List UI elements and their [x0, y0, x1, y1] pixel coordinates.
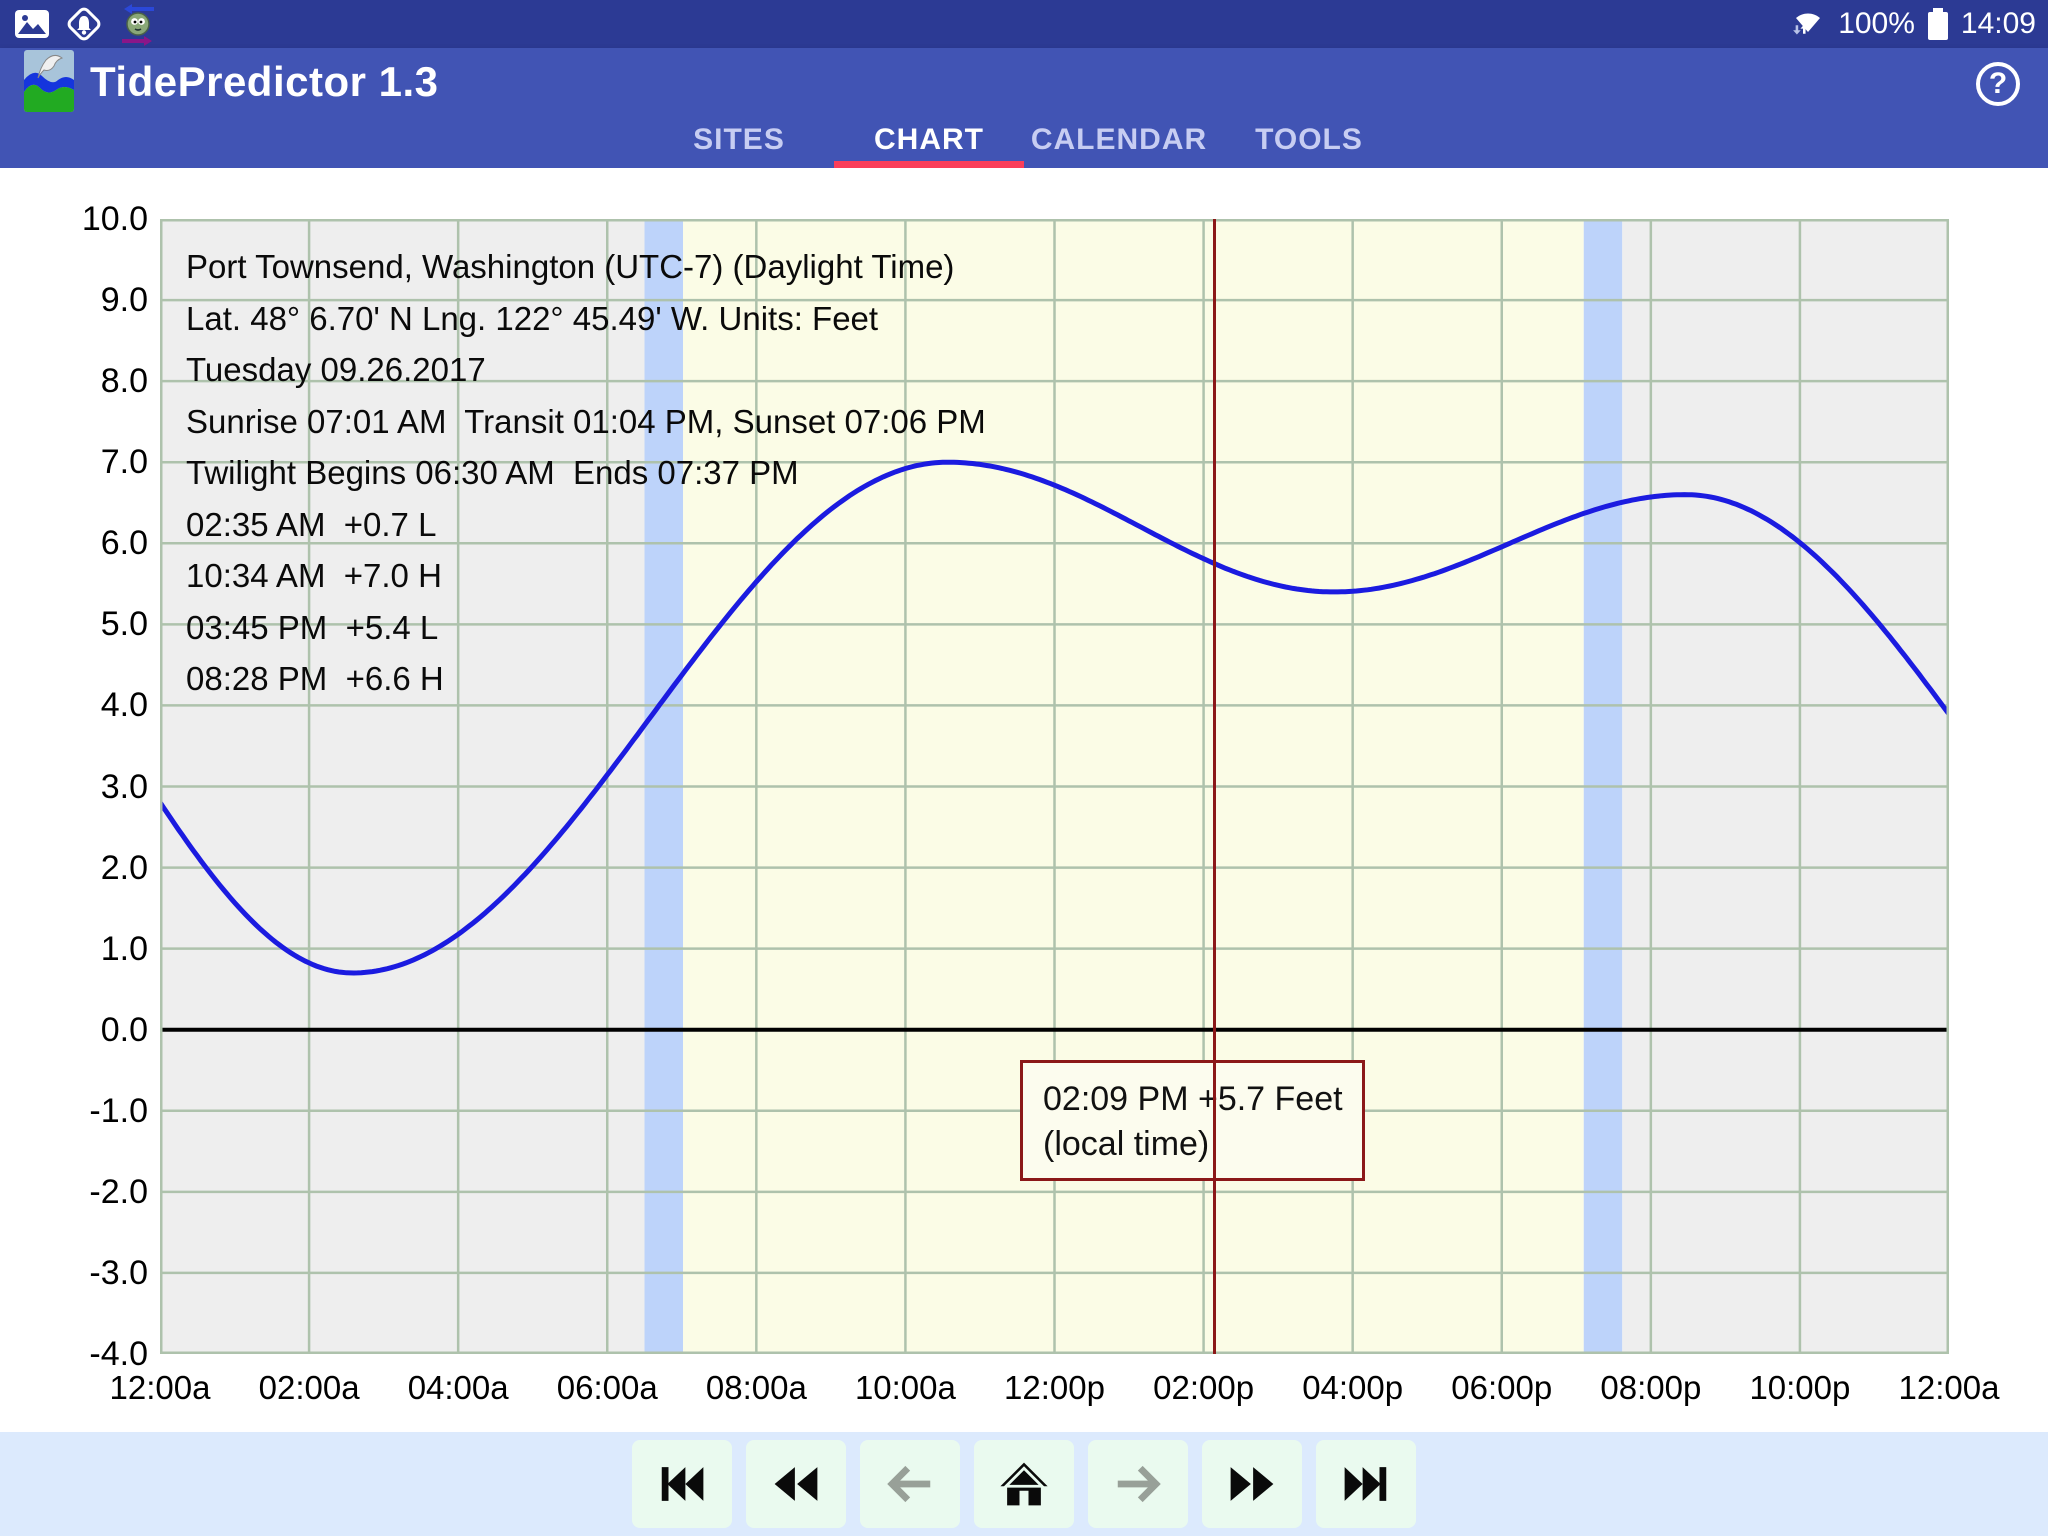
station-info-line: Twilight Begins 06:30 AM Ends 07:37 PM	[186, 454, 799, 491]
station-info-line: Sunrise 07:01 AM Transit 01:04 PM, Sunse…	[186, 402, 986, 440]
tide-event-row: 08:28 PM +6.6 H	[186, 660, 444, 697]
x-tick-label: 12:00p	[1004, 1369, 1105, 1406]
skip-end-icon	[1344, 1467, 1387, 1501]
x-tick-label: 02:00a	[258, 1369, 360, 1406]
notification-area	[0, 2, 1788, 46]
tide-height-curve	[160, 459, 1949, 976]
home-icon	[1000, 1462, 1048, 1506]
clock-text: 14:09	[1960, 7, 2036, 40]
arrow-right-icon	[1117, 1465, 1161, 1503]
x-tick-label: 06:00a	[556, 1369, 658, 1406]
cursor-tooltip-line1: 02:09 PM +5.7 Feet	[1043, 1080, 1343, 1118]
app-title: TidePredictor 1.3	[90, 58, 439, 105]
battery-icon	[1927, 8, 1948, 40]
tab-label: TOOLS	[1255, 123, 1363, 156]
y-tick-label: -1.0	[89, 1091, 148, 1130]
y-tick-label: -2.0	[89, 1172, 148, 1211]
navigation-alert-notification-icon	[67, 7, 101, 41]
chart-region: 10.0 9.0 8.0 7.0 6.0 5.0 4.0 3.0 2.0 1.0 0.0 -1.0 -2…	[0, 168, 2048, 1432]
current-time-cursor-line[interactable]	[1213, 219, 1217, 1354]
y-tick-label: 0.0	[100, 1010, 148, 1049]
step-back-button[interactable]	[860, 1440, 960, 1528]
y-tick-label: -4.0	[89, 1335, 148, 1373]
y-tick-label: 8.0	[100, 362, 148, 401]
x-tick-label: 12:00a	[109, 1369, 211, 1406]
tide-event-row: 10:34 AM +7.0 H	[186, 557, 442, 594]
tide-plot-area[interactable]: Port Townsend, Washington (UTC-7) (Dayli…	[160, 219, 1949, 1354]
gallery-notification-icon	[15, 10, 49, 38]
plot-border	[160, 219, 1949, 1354]
y-tick-label: 6.0	[100, 524, 148, 563]
y-tick-label: 7.0	[100, 443, 148, 482]
station-info-line: Tuesday 09.26.2017	[186, 351, 486, 388]
tab-tools[interactable]: TOOLS	[1214, 112, 1404, 168]
tab-active-underline	[1024, 161, 1214, 168]
skip-to-start-button[interactable]	[632, 1440, 732, 1528]
x-tick-label: 06:00p	[1451, 1369, 1553, 1406]
x-tick-label: 08:00a	[705, 1369, 807, 1406]
bottom-navigation-bar	[0, 1432, 2048, 1536]
fast-forward-button[interactable]	[1202, 1440, 1302, 1528]
tab-calendar[interactable]: CALENDAR	[1024, 112, 1214, 168]
skip-start-icon	[661, 1467, 704, 1501]
y-tick-label: 1.0	[100, 929, 148, 968]
y-tick-label: 10.0	[81, 200, 148, 238]
cursor-tooltip: 02:09 PM +5.7 Feet (local time)	[1020, 1060, 1365, 1181]
y-tick-label: -3.0	[89, 1253, 148, 1292]
y-tick-label: 3.0	[100, 767, 148, 806]
x-tick-label: 12:00a	[1898, 1369, 2000, 1406]
tab-active-underline	[644, 161, 834, 168]
x-tick-label: 04:00a	[407, 1369, 509, 1406]
station-annotation: Port Townsend, Washington (UTC-7) (Dayli…	[186, 241, 986, 705]
tab-sites[interactable]: SITES	[644, 112, 834, 168]
x-tick-label: 08:00p	[1600, 1369, 1702, 1406]
y-tick-label: 2.0	[100, 848, 148, 887]
wifi-icon	[1793, 13, 1821, 35]
tab-chart[interactable]: CHART	[834, 112, 1024, 168]
tab-label: CALENDAR	[1030, 123, 1208, 156]
help-button[interactable]: ?	[1976, 62, 2020, 106]
tide-event-row: 02:35 AM +0.7 L	[186, 505, 437, 543]
tab-active-underline	[834, 161, 1024, 168]
tide-curve-canvas	[160, 219, 1949, 1354]
app-logo-icon	[24, 50, 74, 112]
step-forward-button[interactable]	[1088, 1440, 1188, 1528]
x-tick-label: 04:00p	[1302, 1369, 1404, 1406]
y-tick-label: 9.0	[100, 281, 148, 320]
x-tick-label: 02:00p	[1153, 1369, 1255, 1406]
home-button[interactable]	[974, 1440, 1074, 1528]
battery-percent-text: 100%	[1838, 7, 1915, 40]
app-bar: TidePredictor 1.3 ? SITES CHART CALENDAR TO…	[0, 48, 2048, 168]
status-bar: 100% 14:09	[0, 0, 2048, 48]
tab-active-underline	[1214, 161, 1404, 168]
tab-label: CHART	[874, 123, 984, 156]
station-info-line: Lat. 48° 6.70' N Lng. 122° 45.49' W. Uni…	[186, 299, 879, 337]
x-tick-label: 10:00p	[1749, 1369, 1851, 1406]
sync-avatar-notification-icon	[122, 4, 154, 46]
station-info-line: Port Townsend, Washington (UTC-7) (Dayli…	[186, 248, 955, 285]
status-indicators: 100% 14:09	[1788, 0, 2048, 48]
y-tick-label: 4.0	[100, 686, 148, 725]
cursor-tooltip-line2: (local time)	[1043, 1125, 1210, 1163]
tab-label: SITES	[693, 123, 785, 156]
y-tick-label: 5.0	[100, 605, 148, 644]
tide-event-row: 03:45 PM +5.4 L	[186, 608, 439, 646]
fast-forward-icon	[1230, 1467, 1274, 1501]
skip-to-end-button[interactable]	[1316, 1440, 1416, 1528]
arrow-left-icon	[887, 1465, 931, 1503]
tab-bar: SITES CHART CALENDAR TOOLS	[0, 112, 2048, 168]
x-tick-label: 10:00a	[854, 1369, 956, 1406]
rewind-button[interactable]	[746, 1440, 846, 1528]
rewind-icon	[774, 1467, 818, 1501]
